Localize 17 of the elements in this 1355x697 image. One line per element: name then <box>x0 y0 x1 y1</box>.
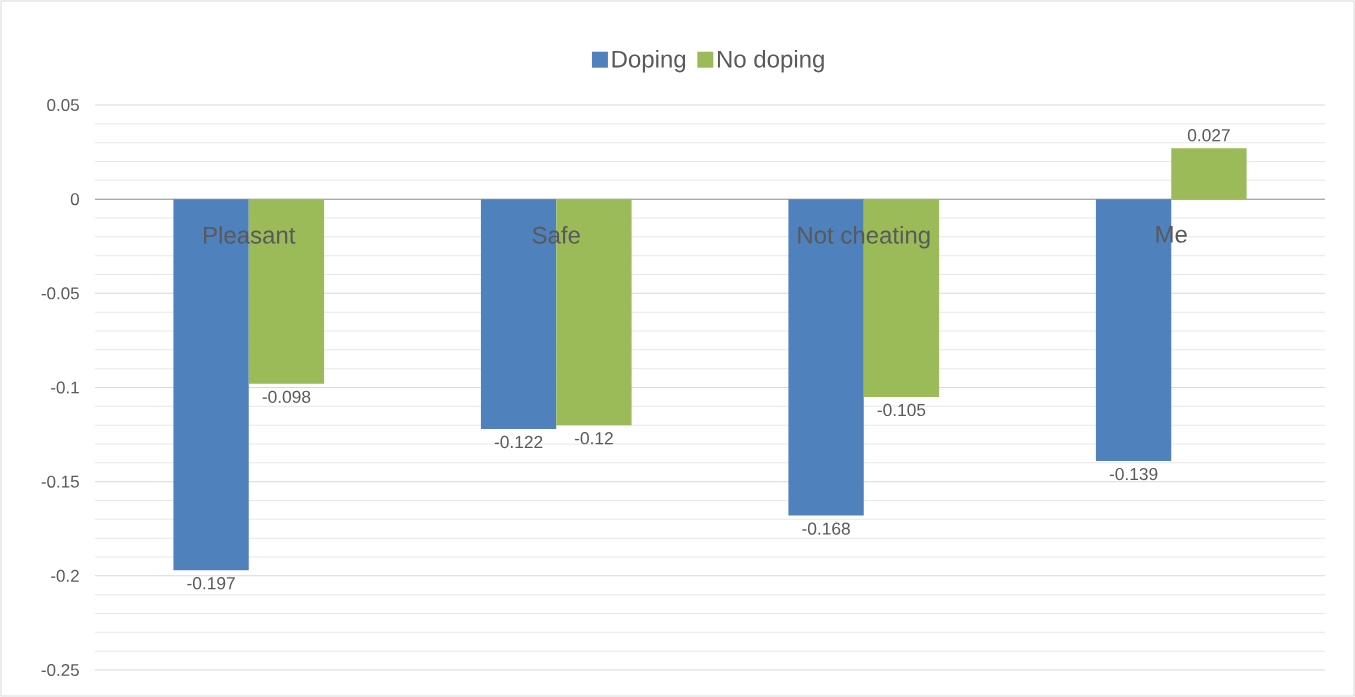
legend-label: No doping <box>717 50 824 73</box>
data-label: -0.168 <box>802 522 850 535</box>
y-tick-label: 0.05 <box>47 98 79 112</box>
data-label: -0.098 <box>262 390 311 403</box>
legend-label: Doping <box>612 50 686 73</box>
y-tick-label: -0.15 <box>41 475 79 488</box>
data-label: -0.122 <box>494 435 543 449</box>
y-tick-label: -0.05 <box>41 287 79 300</box>
y-tick-label: -0.2 <box>51 569 79 582</box>
y-tick-label: -0.1 <box>51 381 79 394</box>
y-tick-label: -0.25 <box>41 663 79 677</box>
data-label: -0.12 <box>574 432 613 445</box>
data-label: 0.027 <box>1187 129 1230 142</box>
data-label: -0.139 <box>1109 467 1158 481</box>
data-label: -0.197 <box>187 577 235 590</box>
data-label: -0.105 <box>877 403 926 417</box>
y-tick-label: 0 <box>70 193 79 206</box>
